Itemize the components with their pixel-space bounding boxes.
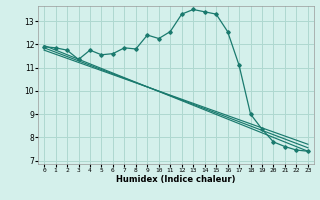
X-axis label: Humidex (Indice chaleur): Humidex (Indice chaleur)	[116, 175, 236, 184]
